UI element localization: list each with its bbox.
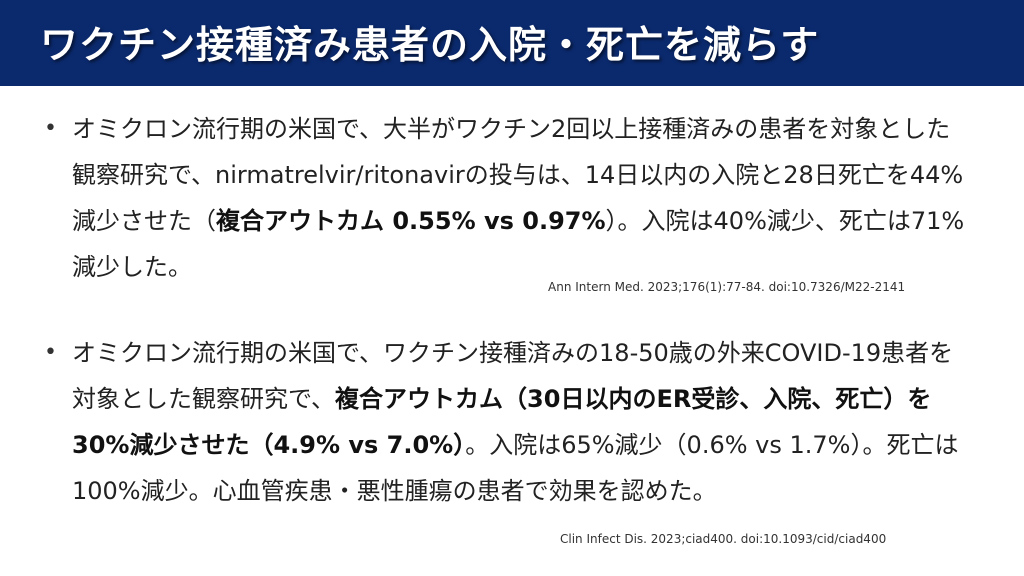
citation-1: Ann Intern Med. 2023;176(1):77-84. doi:1…: [548, 280, 906, 294]
bullet-item-1: • オミクロン流行期の米国で、大半がワクチン2回以上接種済みの患者を対象とした観…: [44, 106, 974, 290]
bullet-dot-icon: •: [44, 116, 57, 141]
bullet-1-text-part-2: ）。入院は40%減少、死亡は71%減少した。: [72, 207, 965, 281]
bullet-text-2: オミクロン流行期の米国で、ワクチン接種済みの18-50歳の外来COVID-19患…: [72, 330, 974, 514]
bullet-1-text-part-1: オミクロン流行期の米国で、大半がワクチン2回以上接種済みの患者を対象とした観察研…: [72, 115, 964, 235]
citation-2: Clin Infect Dis. 2023;ciad400. doi:10.10…: [560, 532, 887, 546]
slide-title: ワクチン接種済み患者の入院・死亡を減らす: [40, 23, 820, 67]
bullet-1-bold-text: 複合アウトカム 0.55% vs 0.97%: [216, 207, 606, 235]
title-bar: ワクチン接種済み患者の入院・死亡を減らす: [0, 0, 1024, 86]
bullet-text-1: オミクロン流行期の米国で、大半がワクチン2回以上接種済みの患者を対象とした観察研…: [72, 106, 974, 290]
bullet-dot-icon: •: [44, 340, 57, 365]
bullet-2-text-part-1: オミクロン流行期の米国で、ワクチン接種済みの18-50歳の外来COVID-19患…: [72, 339, 954, 413]
bullet-item-2: • オミクロン流行期の米国で、ワクチン接種済みの18-50歳の外来COVID-1…: [44, 330, 974, 514]
bullet-2-bold-text: 複合アウトカム（30日以内のER受診、入院、死亡）を30%減少させた（4.9% …: [72, 385, 932, 459]
bullet-2-text-part-2: 。入院は65%減少（0.6% vs 1.7%）。死亡は100%減少。心血管疾患・…: [72, 431, 959, 505]
